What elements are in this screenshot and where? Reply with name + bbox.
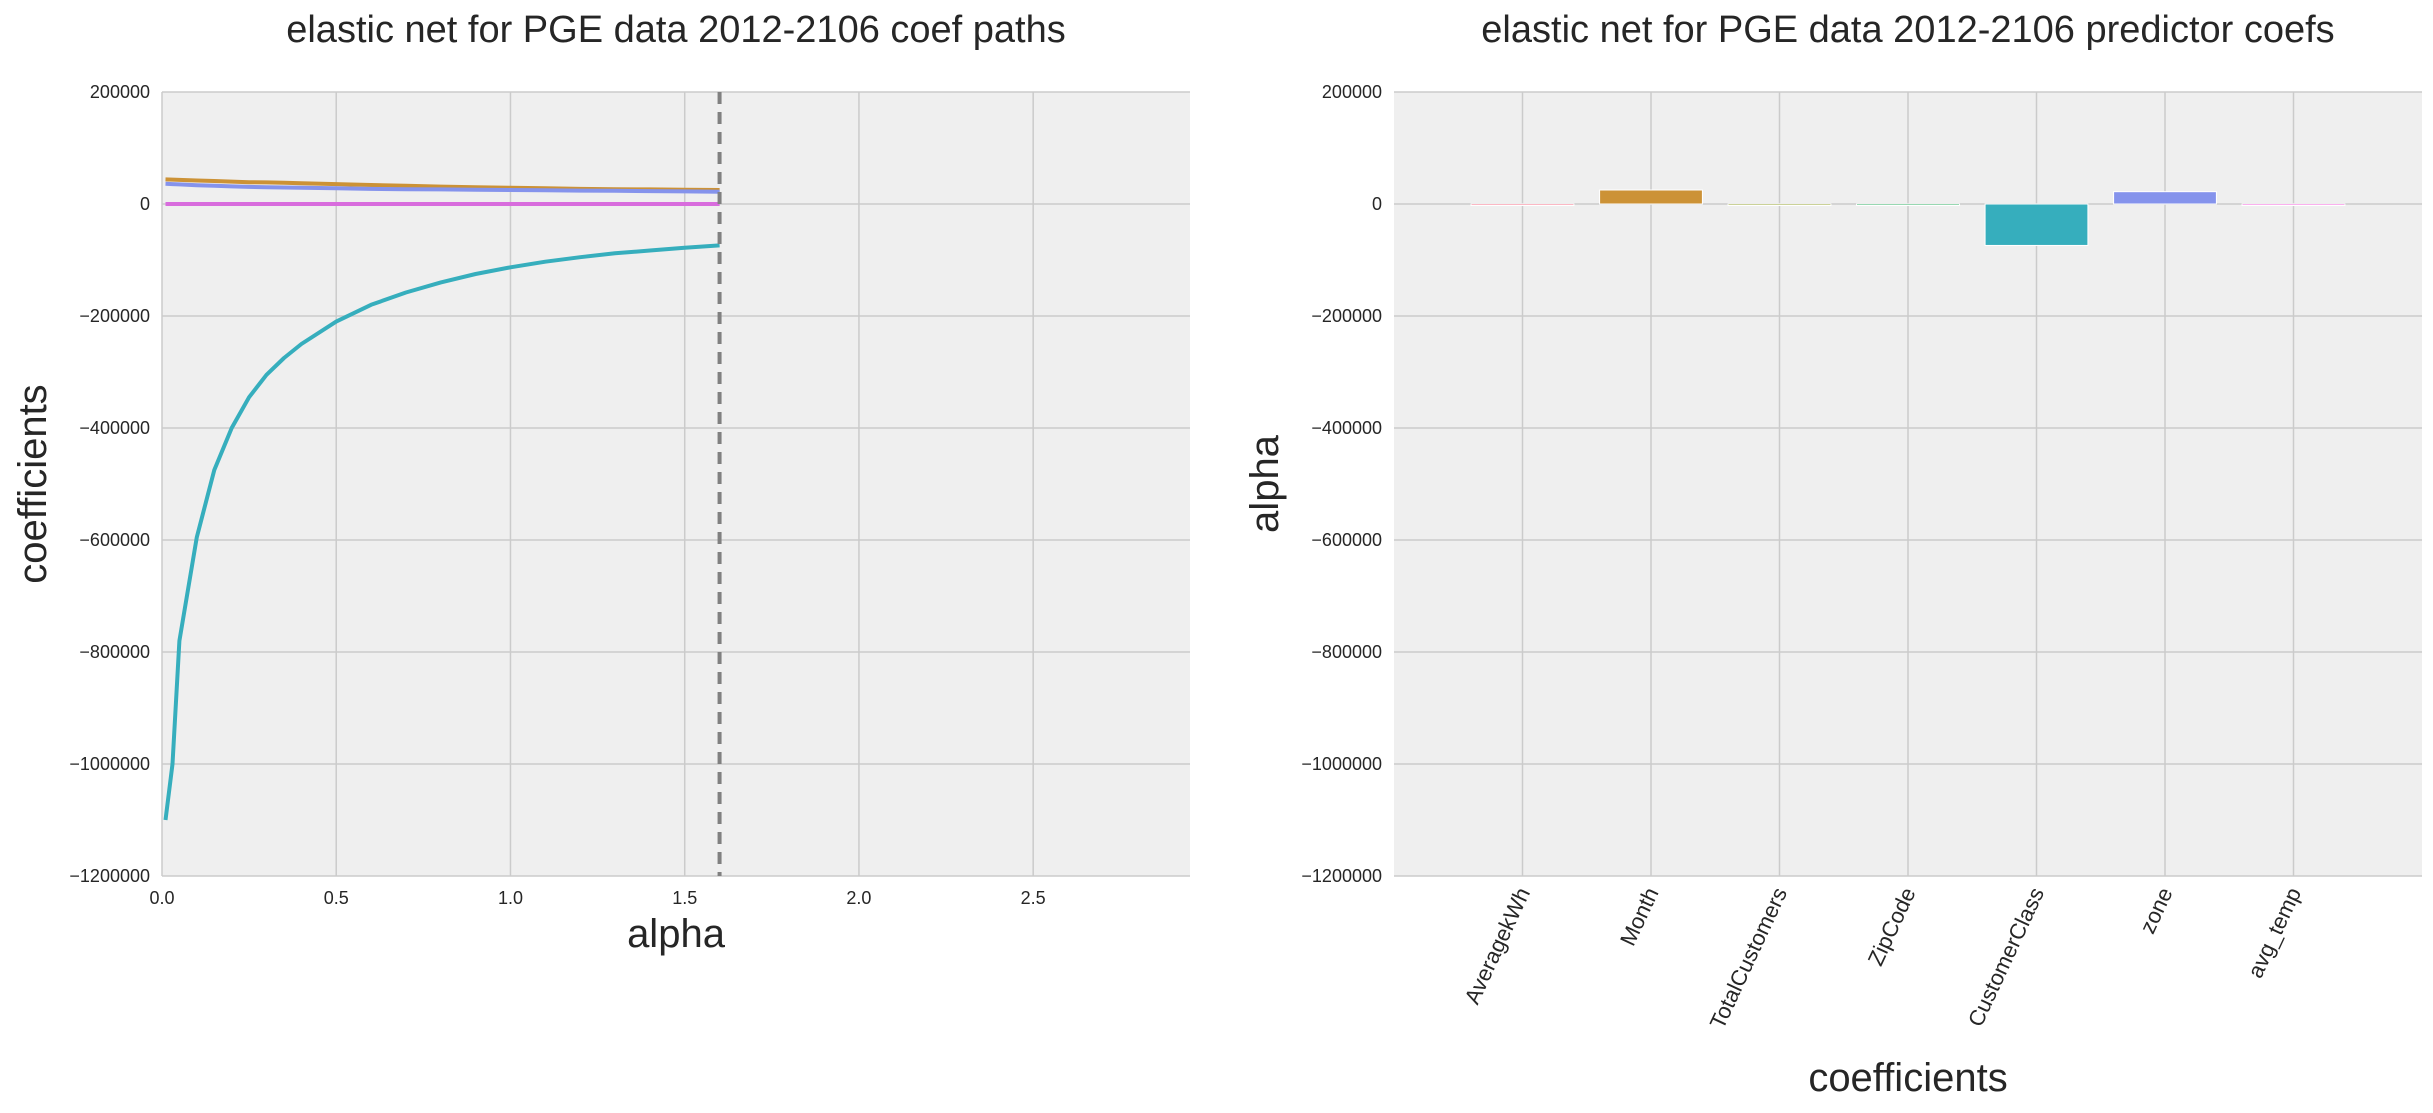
left-x-tick-label: 0.5 xyxy=(324,888,349,908)
bar-ZipCode xyxy=(1856,203,1960,206)
left-x-tick-label: 1.5 xyxy=(672,888,697,908)
bar-AveragekWh xyxy=(1470,203,1575,206)
left-y-axis-label: coefficients xyxy=(11,384,55,583)
left-x-tick-labels: 0.0 0.5 1.0 1.5 2.0 2.5 xyxy=(149,888,1045,908)
category-label: CustomerClass xyxy=(1963,884,2049,1031)
category-label: Month xyxy=(1615,884,1664,950)
left-x-tick-label: 2.0 xyxy=(846,888,871,908)
left-plot-area xyxy=(162,92,1190,876)
right-y-tick-label: −400000 xyxy=(1311,418,1382,438)
left-y-tick-label: −800000 xyxy=(79,642,150,662)
left-y-tick-label: −400000 xyxy=(79,418,150,438)
right-y-tick-label: −600000 xyxy=(1311,530,1382,550)
bar-avg_temp xyxy=(2241,203,2346,206)
left-y-tick-label: 200000 xyxy=(90,82,150,102)
left-gridlines xyxy=(161,91,1190,877)
right-chart-title: elastic net for PGE data 2012-2106 predi… xyxy=(1481,9,2334,51)
predictor-coefs-chart: 200000 0 −200000 −400000 −600000 −800000 −1000… xyxy=(1243,9,2422,1100)
right-y-tick-label: −200000 xyxy=(1311,306,1382,326)
left-x-tick-label: 0.0 xyxy=(149,888,174,908)
left-chart-title: elastic net for PGE data 2012-2106 coef … xyxy=(286,9,1066,51)
right-category-labels: AveragekWh Month TotalCustomers ZipCode Cust… xyxy=(1459,884,2306,1033)
coef-path-line-1 xyxy=(165,181,720,194)
left-y-tick-label: −1000000 xyxy=(69,754,150,774)
coef-paths-chart: 200000 0 −200000 −400000 −600000 −800000 −1000… xyxy=(11,9,1190,956)
right-y-tick-label: 0 xyxy=(1372,194,1382,214)
right-y-tick-label: −800000 xyxy=(1311,642,1382,662)
right-y-tick-labels: 200000 0 −200000 −400000 −600000 −800000 −1000… xyxy=(1301,82,1382,886)
coef-path-line-2 xyxy=(163,243,720,821)
right-y-axis-label: alpha xyxy=(1243,434,1287,533)
left-y-tick-label: −1200000 xyxy=(69,866,150,886)
left-y-tick-label: −200000 xyxy=(79,306,150,326)
right-y-tick-label: 200000 xyxy=(1322,82,1382,102)
category-label: zone xyxy=(2135,884,2178,938)
right-y-tick-label: −1000000 xyxy=(1301,754,1382,774)
right-bars xyxy=(1470,189,2346,246)
bar-Month xyxy=(1599,189,1703,205)
left-series-lines xyxy=(163,177,720,821)
left-x-tick-label: 1.0 xyxy=(498,888,523,908)
left-y-tick-label: 0 xyxy=(140,194,150,214)
right-y-tick-label: −1200000 xyxy=(1301,866,1382,886)
left-x-axis-label: alpha xyxy=(627,912,726,956)
left-x-tick-label: 2.5 xyxy=(1021,888,1046,908)
left-y-tick-label: −600000 xyxy=(79,530,150,550)
category-label: ZipCode xyxy=(1863,884,1921,970)
bar-TotalCustomers xyxy=(1727,203,1832,206)
bar-CustomerClass xyxy=(1984,203,2089,246)
bar-zone xyxy=(2113,191,2217,205)
category-label: AveragekWh xyxy=(1459,884,1535,1008)
left-y-tick-labels: 200000 0 −200000 −400000 −600000 −800000 −1000… xyxy=(69,82,150,886)
right-x-axis-label: coefficients xyxy=(1808,1056,2007,1100)
category-label: avg_temp xyxy=(2243,884,2306,982)
category-label: TotalCustomers xyxy=(1705,884,1792,1033)
